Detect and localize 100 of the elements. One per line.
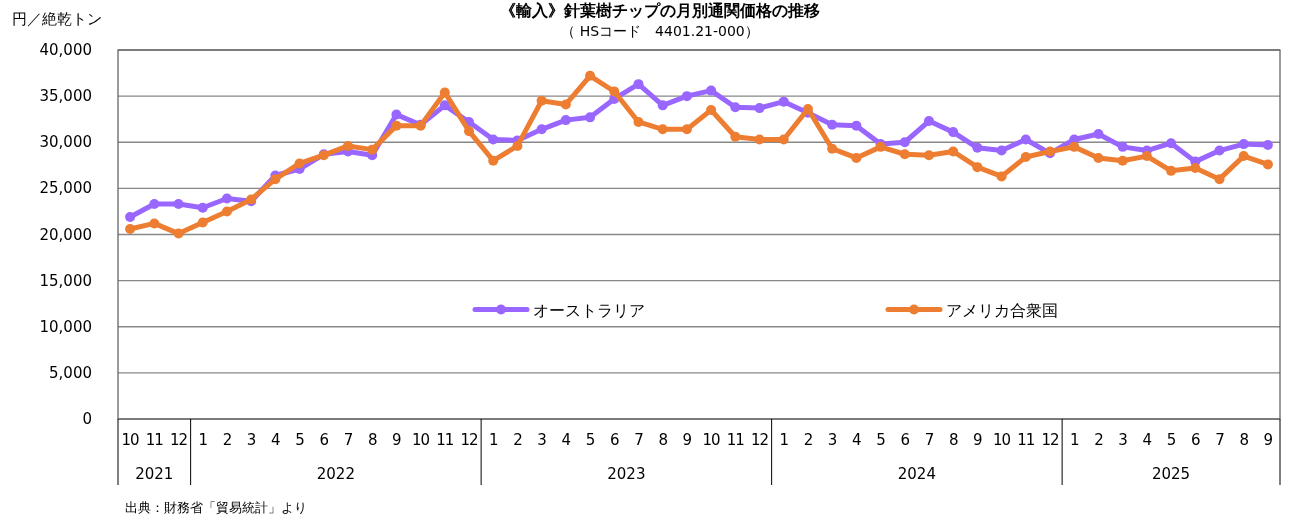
x-tick-label: 11 [436, 431, 454, 449]
point [923, 116, 934, 127]
x-tick-label: 11 [145, 431, 164, 449]
point [609, 86, 620, 97]
x2-tick-label: 2021 [135, 465, 174, 483]
chart-subtitle: （ HSコード 4401.21-000） [561, 23, 759, 39]
x-tick-label: 10 [993, 431, 1011, 449]
y-tick-label: 15,000 [39, 271, 92, 290]
point [125, 223, 136, 234]
x-tick-label: 4 [852, 431, 862, 449]
point [706, 85, 717, 96]
point [1069, 141, 1080, 152]
legend-label: オーストラリア [533, 300, 645, 320]
x-tick-label: 2 [803, 431, 813, 449]
point [1166, 138, 1177, 149]
point [1093, 128, 1104, 139]
x-tick-label: 6 [610, 431, 619, 449]
point [778, 96, 789, 107]
chart-title: 《輸入》針葉樹チップの月別通関価格の推移 [500, 1, 820, 20]
point [1117, 141, 1128, 152]
x-tick-label: 12 [460, 431, 479, 449]
point [439, 100, 450, 111]
point [560, 115, 571, 126]
point [633, 79, 644, 90]
point [1020, 152, 1031, 163]
point [827, 143, 838, 154]
point [996, 171, 1007, 182]
x-tick-label: 1 [198, 431, 208, 449]
x-tick-label: 7 [1215, 431, 1225, 449]
point [1238, 151, 1249, 162]
x-tick-label: 6 [1191, 431, 1200, 449]
point [827, 119, 838, 130]
point [948, 146, 959, 157]
x-tick-label: 8 [1239, 431, 1249, 449]
x-tick-label: 4 [271, 431, 281, 449]
point [1238, 139, 1249, 150]
point [488, 134, 499, 145]
point [899, 149, 910, 160]
point [657, 100, 668, 111]
x-tick-label: 5 [876, 431, 886, 449]
point [972, 162, 983, 173]
point [633, 116, 644, 127]
x-tick-label: 2 [513, 431, 523, 449]
point [560, 99, 571, 110]
x-tick-label: 7 [634, 431, 644, 449]
point [730, 131, 741, 142]
point [149, 218, 160, 229]
x-tick-label: 7 [343, 431, 353, 449]
point [173, 228, 184, 239]
point [1262, 159, 1273, 170]
point [1166, 165, 1177, 176]
x-tick-label: 12 [750, 431, 769, 449]
x-tick-label: 9 [1263, 431, 1273, 449]
x-tick-label: 5 [1166, 431, 1176, 449]
point [439, 87, 450, 98]
x-tick-label: 1 [1069, 431, 1079, 449]
x-tick-label: 9 [392, 431, 402, 449]
point [1141, 151, 1152, 162]
point [1093, 152, 1104, 163]
x2-tick-label: 2022 [316, 465, 355, 483]
x-tick-label: 2 [222, 431, 232, 449]
x-tick-label: 1 [779, 431, 789, 449]
point [391, 109, 402, 120]
y-tick-label: 30,000 [39, 133, 92, 152]
point [342, 140, 353, 151]
x2-tick-label: 2024 [897, 465, 936, 483]
point [899, 137, 910, 148]
x-tick-label: 9 [682, 431, 692, 449]
point [681, 124, 692, 135]
x-tick-label: 9 [973, 431, 983, 449]
x-tick-label: 11 [1017, 431, 1035, 449]
source-note: 出典：財務省「貿易統計」より [125, 500, 307, 515]
x-tick-label: 7 [924, 431, 934, 449]
point [197, 202, 208, 213]
point [464, 126, 475, 137]
x-tick-label: 11 [726, 431, 745, 449]
point [1262, 140, 1273, 151]
x-tick-label: 3 [1118, 431, 1128, 449]
x2-tick-label: 2025 [1151, 465, 1191, 483]
point [149, 199, 160, 210]
point [488, 155, 499, 166]
point [391, 120, 402, 131]
point [197, 217, 208, 228]
point [754, 134, 765, 145]
x-tick-label: 5 [295, 431, 305, 449]
point [294, 158, 305, 169]
y-tick-label: 20,000 [39, 225, 92, 244]
y-tick-label: 0 [82, 410, 92, 428]
point [851, 152, 862, 163]
point [972, 142, 983, 153]
point [1214, 145, 1225, 156]
point [125, 211, 136, 222]
y-tick-label: 40,000 [39, 41, 92, 59]
x-tick-label: 3 [827, 431, 837, 449]
point [270, 174, 281, 185]
x-tick-label: 1 [488, 431, 498, 449]
point [585, 112, 596, 123]
x-tick-label: 8 [948, 431, 958, 449]
y-tick-label: 25,000 [39, 179, 92, 198]
x-tick-label: 12 [169, 431, 188, 449]
